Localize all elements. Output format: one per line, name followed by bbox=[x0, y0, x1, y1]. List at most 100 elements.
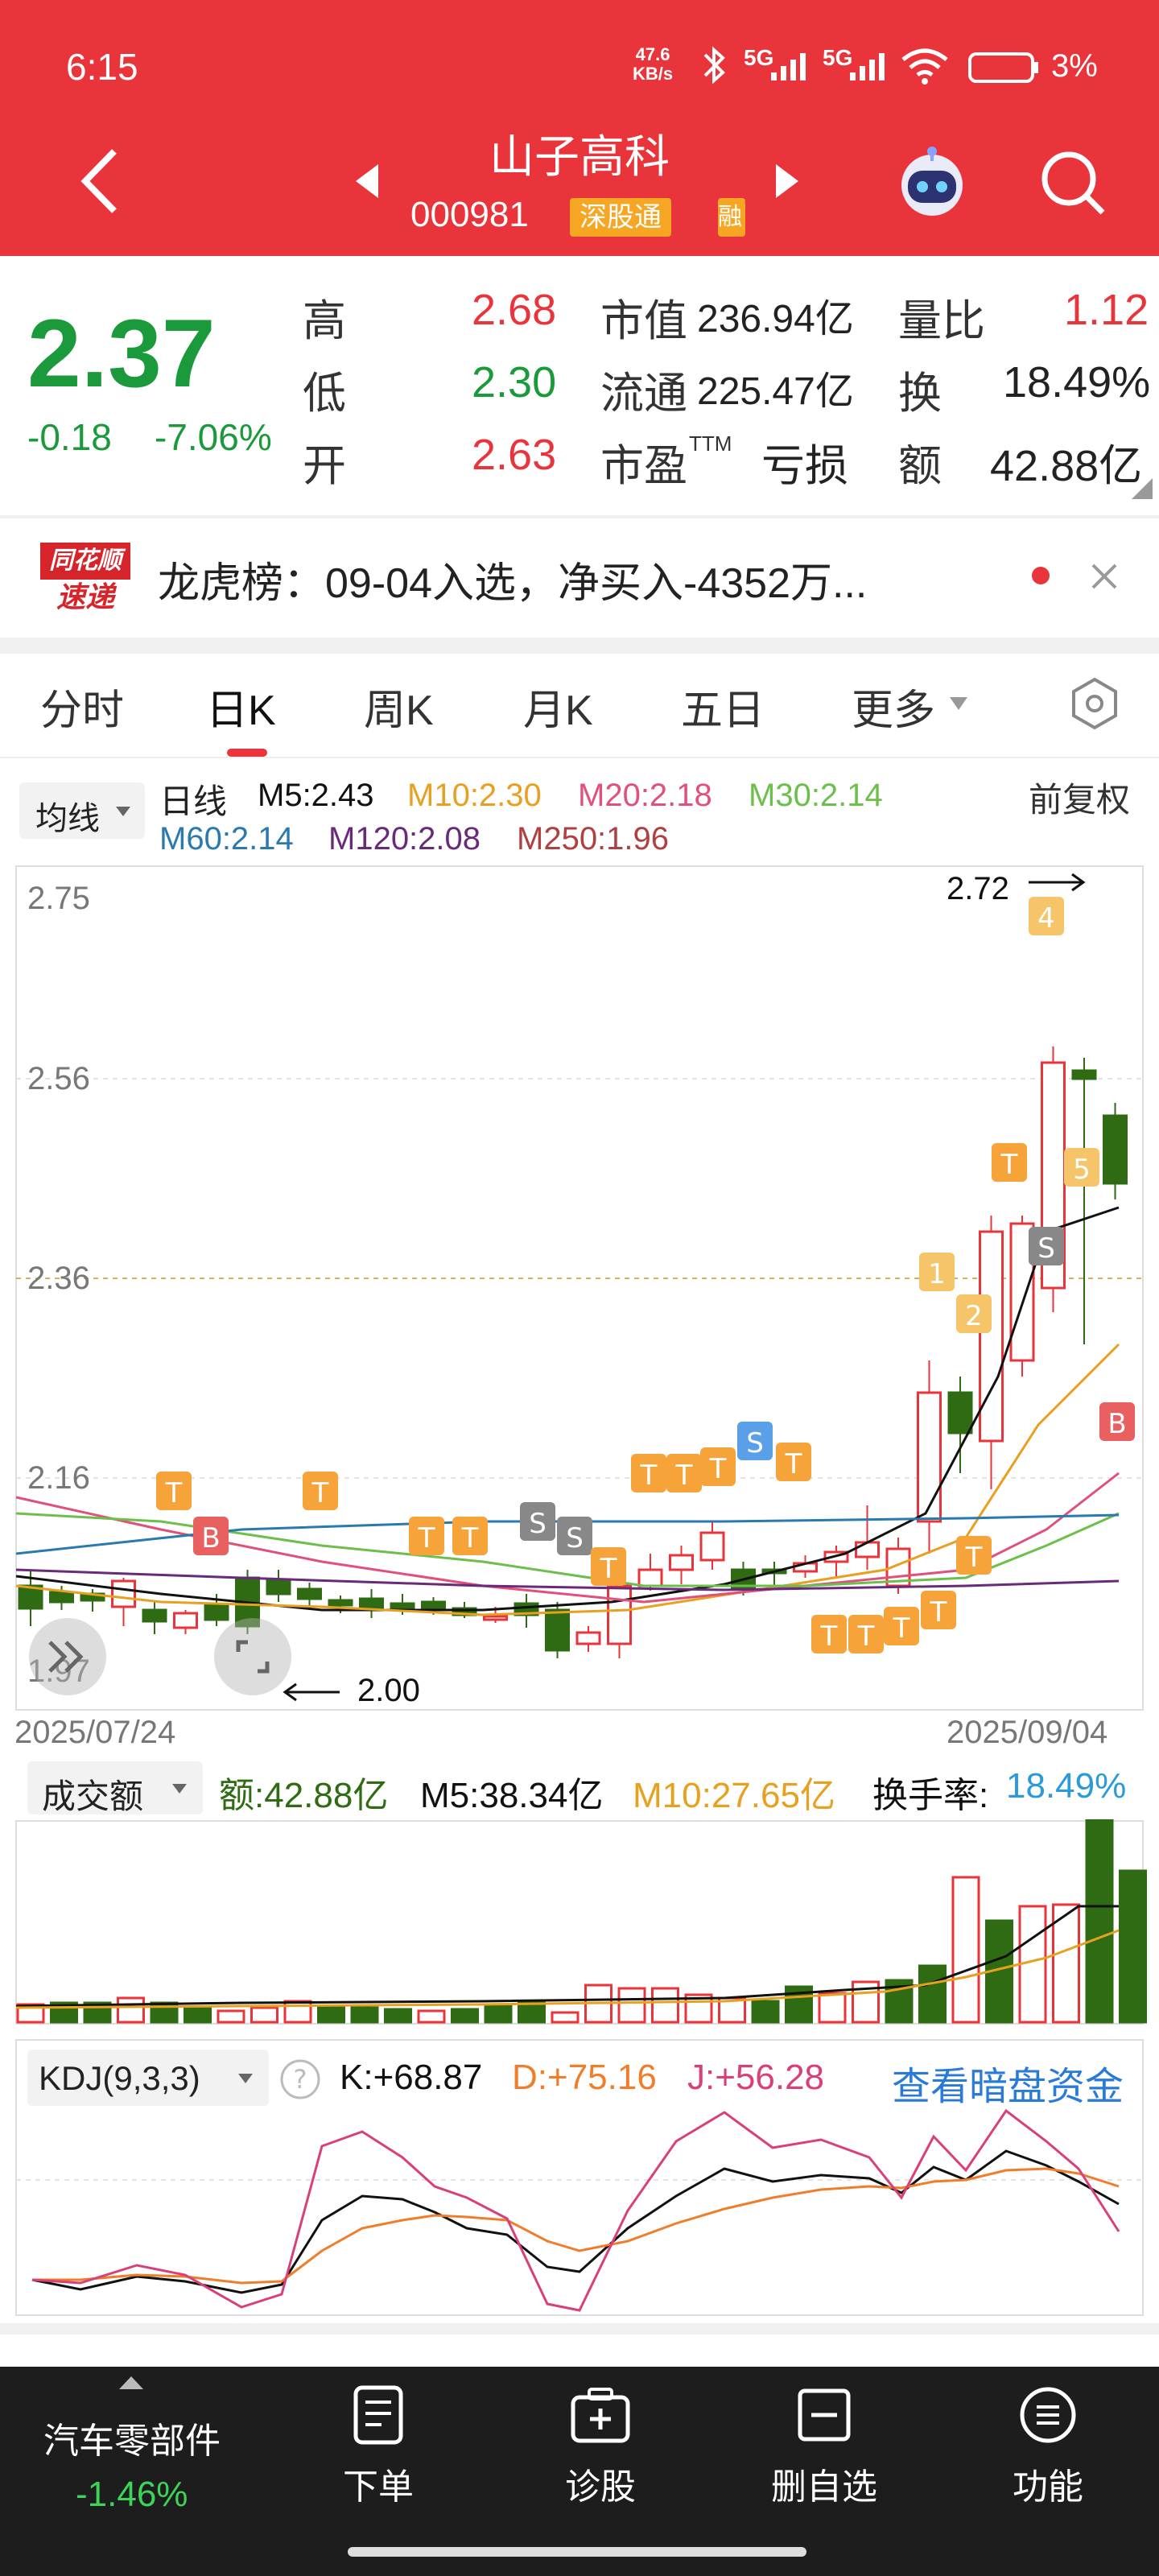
signal-marker bbox=[919, 1253, 955, 1291]
signal-marker-label: T bbox=[675, 1459, 693, 1492]
tab-five-day[interactable]: 五日 bbox=[681, 687, 765, 734]
chevron-down-icon bbox=[116, 807, 130, 816]
candle-body bbox=[669, 1554, 694, 1571]
signal-marker bbox=[666, 1454, 702, 1492]
news-logo: 同花顺 速递 bbox=[40, 543, 130, 617]
candle-body bbox=[421, 1600, 446, 1610]
ma250-value: M250:1.96 bbox=[517, 821, 670, 857]
signal-marker-label: T bbox=[709, 1453, 727, 1485]
nav-remove-watchlist[interactable]: 删自选 bbox=[736, 2383, 913, 2509]
bluetooth-icon bbox=[703, 46, 725, 85]
top-header: 6:15 47.6 KB/s 5G 5G 3% 山子高科 000981 深股通 … bbox=[0, 0, 1159, 256]
tab-intraday[interactable]: 分时 bbox=[40, 687, 125, 734]
candle-body bbox=[545, 1608, 570, 1652]
back-arrow-icon[interactable] bbox=[76, 145, 124, 217]
volume-bar bbox=[651, 1987, 679, 2024]
robot-assistant-icon[interactable] bbox=[893, 143, 971, 221]
close-icon[interactable] bbox=[1088, 560, 1120, 592]
nav-diagnose-label: 诊股 bbox=[565, 2467, 636, 2507]
signal-marker-label: 2 bbox=[965, 1300, 983, 1332]
date-end: 2025/09/04 bbox=[947, 1715, 1108, 1750]
search-icon[interactable] bbox=[1038, 148, 1107, 217]
indicator-select[interactable]: 均线 bbox=[19, 782, 145, 839]
volume-select[interactable]: 成交额 bbox=[27, 1761, 203, 1815]
min-arrow-icon bbox=[283, 1682, 340, 1702]
y-tick-3: 2.16 bbox=[27, 1460, 90, 1496]
adjust-mode[interactable]: 前复权 bbox=[1029, 781, 1131, 819]
next-stock-icon[interactable] bbox=[771, 161, 803, 201]
candle-body bbox=[1009, 1222, 1035, 1362]
help-icon[interactable]: ? bbox=[278, 2058, 322, 2101]
candle-body bbox=[855, 1541, 880, 1558]
volume-bar bbox=[1052, 1903, 1080, 2024]
active-tab-indicator bbox=[227, 749, 267, 757]
prev-stock-icon[interactable] bbox=[351, 161, 383, 201]
sector-change: -1.46% bbox=[76, 2475, 188, 2514]
period-label: 日线 bbox=[159, 782, 228, 820]
signal-marker bbox=[1064, 1148, 1099, 1187]
signal-5g-1: 5G bbox=[744, 45, 774, 70]
high-value: 2.68 bbox=[472, 286, 557, 334]
pe-ttm-sup: TTM bbox=[689, 431, 732, 456]
tab-monthly-k[interactable]: 月K bbox=[523, 687, 593, 734]
candle-body bbox=[917, 1391, 942, 1523]
open-value: 2.63 bbox=[472, 431, 557, 479]
volume-bar bbox=[451, 2008, 479, 2024]
volume-ratio-value: 1.12 bbox=[1064, 286, 1149, 334]
double-chevron-right-icon bbox=[48, 1641, 84, 1673]
news-logo-bottom: 速递 bbox=[56, 581, 114, 614]
candle-body bbox=[328, 1599, 353, 1607]
dark-pool-funds-link[interactable]: 查看暗盘资金 bbox=[892, 2066, 1124, 2108]
candle-body bbox=[979, 1230, 1004, 1443]
tab-more[interactable]: 更多 bbox=[852, 687, 936, 734]
ma5-value: M5:2.43 bbox=[258, 778, 374, 813]
signal-marker bbox=[776, 1443, 811, 1481]
kdj-k-line bbox=[31, 2149, 1120, 2294]
divider bbox=[0, 638, 1159, 654]
candle-body bbox=[699, 1531, 725, 1562]
volume-bar bbox=[818, 1992, 847, 2024]
signal-marker bbox=[409, 1517, 444, 1555]
net-speed-unit: KB/s bbox=[633, 64, 674, 84]
tab-daily-k[interactable]: 日K bbox=[206, 687, 276, 734]
mcap-value: 236.94亿 bbox=[697, 298, 854, 341]
pe-label: 市盈 bbox=[600, 442, 687, 490]
settings-hexagon-icon[interactable] bbox=[1067, 676, 1122, 731]
chevron-down-icon bbox=[238, 2074, 253, 2083]
expand-corner-icon[interactable] bbox=[1130, 477, 1154, 501]
price-change-pct: -7.06% bbox=[155, 416, 272, 458]
fullscreen-button[interactable] bbox=[214, 1618, 291, 1695]
nav-order[interactable]: 下单 bbox=[290, 2383, 467, 2509]
signal-marker-label: T bbox=[893, 1612, 910, 1645]
y-tick-2: 2.36 bbox=[27, 1261, 90, 1296]
y-tick-0: 2.75 bbox=[27, 881, 90, 916]
news-banner[interactable]: 同花顺 速递 龙虎榜：09-04入选，净买入-4352万... bbox=[0, 518, 1159, 636]
shenzhen-connect-badge: 深股通 bbox=[570, 198, 671, 237]
volume-bar bbox=[918, 1964, 947, 2024]
sector-up-arrow-icon bbox=[119, 2376, 143, 2389]
float-label: 流通 bbox=[600, 369, 687, 418]
nav-diagnose[interactable]: 诊股 bbox=[512, 2383, 689, 2509]
float-value: 225.47亿 bbox=[697, 370, 854, 413]
battery-level: 3% bbox=[1051, 48, 1098, 84]
nav-functions[interactable]: 功能 bbox=[959, 2383, 1136, 2509]
expand-sidebar-button[interactable] bbox=[29, 1618, 106, 1695]
open-label: 开 bbox=[303, 442, 346, 490]
volume-bar bbox=[551, 2011, 580, 2024]
volume-bar bbox=[283, 2000, 312, 2024]
sector-name[interactable]: 汽车零部件 bbox=[43, 2421, 221, 2461]
signal-marker bbox=[303, 1472, 338, 1510]
svg-text:?: ? bbox=[294, 2064, 307, 2095]
signal-bars-icon bbox=[771, 53, 806, 80]
candle-body bbox=[1103, 1114, 1128, 1185]
signal-marker-label: S bbox=[566, 1522, 584, 1554]
volume-bar bbox=[1119, 1869, 1147, 2024]
signal-marker bbox=[992, 1143, 1027, 1182]
chevron-down-icon bbox=[172, 1784, 187, 1794]
signal-marker-label: 5 bbox=[1073, 1154, 1091, 1186]
signal-marker bbox=[156, 1472, 192, 1510]
tab-weekly-k[interactable]: 周K bbox=[364, 687, 434, 734]
kdj-select[interactable]: KDJ(9,3,3) bbox=[27, 2050, 269, 2106]
